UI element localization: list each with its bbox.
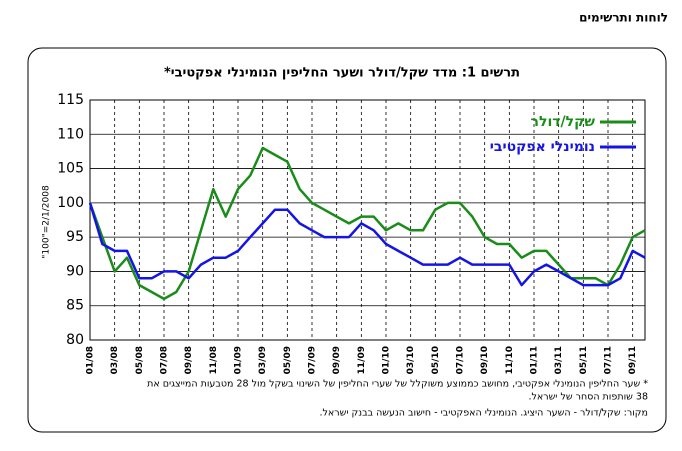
x-tick-label: 03/08 xyxy=(110,346,120,374)
x-tick-label: 05/10 xyxy=(431,346,441,374)
x-tick-label: 01/10 xyxy=(382,346,392,374)
frame xyxy=(27,47,667,433)
footnote: * שער החליפין הנומינלי אפקטיבי, מחושב כמ… xyxy=(147,379,648,390)
y-tick-label: 100 xyxy=(57,195,84,211)
x-tick-label: 11/09 xyxy=(357,346,367,374)
y-tick-label: 115 xyxy=(57,92,84,108)
x-tick-label: 09/09 xyxy=(332,346,342,374)
x-tick-label: 01/11 xyxy=(530,346,540,374)
x-tick-label: 01/09 xyxy=(234,346,244,374)
chart-title: תרשים 1: מדד שקל/דולר ושער החליפין הנומי… xyxy=(164,66,520,81)
x-tick-label: 09/08 xyxy=(184,346,194,374)
x-tick-label: 07/10 xyxy=(456,346,466,374)
legend-label: שקל/דולר xyxy=(531,114,596,130)
y-tick-label: 80 xyxy=(66,332,84,348)
plot-area xyxy=(89,99,646,341)
series-line xyxy=(88,146,646,301)
source: מקור: שקל/דולר - השער היציג. הנומינלי הא… xyxy=(320,408,648,419)
y-axis-label: "100"=2/1/2008 xyxy=(42,185,52,259)
x-tick-label: 09/11 xyxy=(628,346,638,374)
plot: 80 85 90 95 100 105 110 115 01/08 03/08 05/08 07/08… xyxy=(57,92,646,374)
y-tick-label: 85 xyxy=(66,298,84,314)
y-tick-label: 105 xyxy=(57,161,84,177)
x-tick-label: 03/09 xyxy=(258,346,268,374)
x-tick-label: 09/10 xyxy=(480,346,490,374)
x-tick-label: 07/08 xyxy=(160,346,170,374)
x-tick-label: 05/08 xyxy=(135,346,145,374)
x-tick-label: 07/09 xyxy=(308,346,318,374)
x-tick-label: 05/09 xyxy=(283,346,293,374)
x-tick-label: 01/08 xyxy=(86,346,96,374)
x-tick-label: 03/10 xyxy=(406,346,416,374)
x-tick-label: 11/10 xyxy=(505,346,515,374)
footnote: 38 שותפות הסחר של ישראל. xyxy=(528,392,648,403)
y-tick-label: 95 xyxy=(66,229,84,245)
legend-label: נומינלי אפקטיבי xyxy=(490,139,595,155)
x-tick-label: 05/11 xyxy=(579,346,589,374)
y-tick-label: 90 xyxy=(66,263,84,279)
header: לוחות ותרשימים xyxy=(579,11,668,25)
series-line xyxy=(88,202,646,287)
x-tick-label: 11/08 xyxy=(209,346,219,374)
y-tick-label: 110 xyxy=(57,126,84,142)
x-tick-label: 03/11 xyxy=(554,346,564,374)
x-tick-label: 07/11 xyxy=(604,346,614,374)
